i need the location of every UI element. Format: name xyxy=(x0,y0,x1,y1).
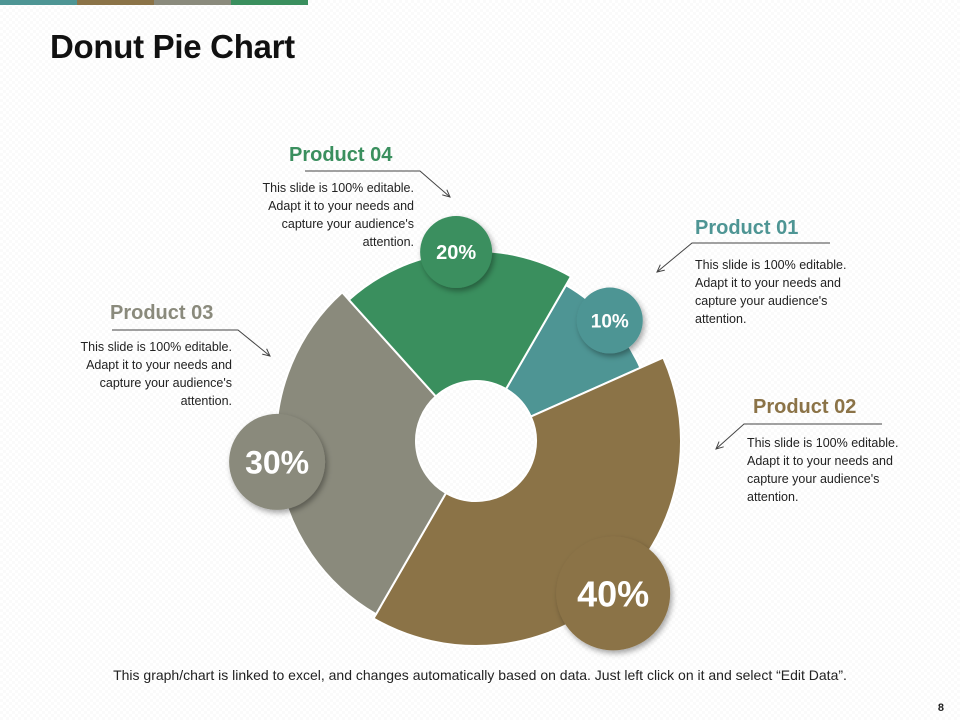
bubble-circle xyxy=(576,287,643,354)
bubble-circle xyxy=(229,413,326,510)
description-product-01: This slide is 100% editable. Adapt it to… xyxy=(695,258,847,326)
donut-slice-product-03[interactable] xyxy=(275,290,448,616)
bubble-product-02: 40% xyxy=(556,536,671,651)
accent-segment-3 xyxy=(154,0,231,5)
data-label-product-02: 40% xyxy=(577,573,649,614)
connector-product-01 xyxy=(656,242,830,273)
connector-line xyxy=(112,329,271,357)
connector-line xyxy=(715,423,882,450)
connector-line xyxy=(656,242,830,273)
footer-note: This graph/chart is linked to excel, and… xyxy=(113,667,847,683)
bubble-product-01: 10% xyxy=(576,287,643,354)
description-product-04: This slide is 100% editable. Adapt it to… xyxy=(262,181,414,249)
arrow-icon xyxy=(715,441,724,450)
accent-segment-2 xyxy=(77,0,154,5)
data-label-product-01: 10% xyxy=(591,311,629,332)
connector-product-02 xyxy=(715,423,882,450)
description-product-02: This slide is 100% editable. Adapt it to… xyxy=(747,436,899,504)
donut-slice-product-04[interactable] xyxy=(347,250,573,398)
description-product-03: This slide is 100% editable. Adapt it to… xyxy=(80,340,232,408)
bubble-circle xyxy=(420,216,493,289)
page-number: 8 xyxy=(937,702,944,714)
bubble-circle xyxy=(556,536,671,651)
legend-label-product-03: Product 03 xyxy=(110,302,214,324)
connector-product-03 xyxy=(112,329,271,357)
data-label-product-03: 30% xyxy=(245,444,309,480)
connector-product-04 xyxy=(305,170,451,198)
top-accent-bar xyxy=(0,0,308,5)
legend-label-product-01: Product 01 xyxy=(695,217,799,239)
arrow-icon xyxy=(656,264,665,273)
accent-segment-4 xyxy=(231,0,308,5)
bubble-product-03: 30% xyxy=(229,413,326,510)
slide-title: Donut Pie Chart xyxy=(50,28,295,65)
data-label-product-04: 20% xyxy=(436,242,476,264)
arrow-icon xyxy=(262,348,271,357)
arrow-icon xyxy=(442,189,451,198)
connector-line xyxy=(305,170,451,198)
legend-label-product-02: Product 02 xyxy=(753,396,857,418)
bubble-product-04: 20% xyxy=(420,216,493,289)
accent-segment-1 xyxy=(0,0,77,5)
legend-label-product-04: Product 04 xyxy=(289,144,393,166)
